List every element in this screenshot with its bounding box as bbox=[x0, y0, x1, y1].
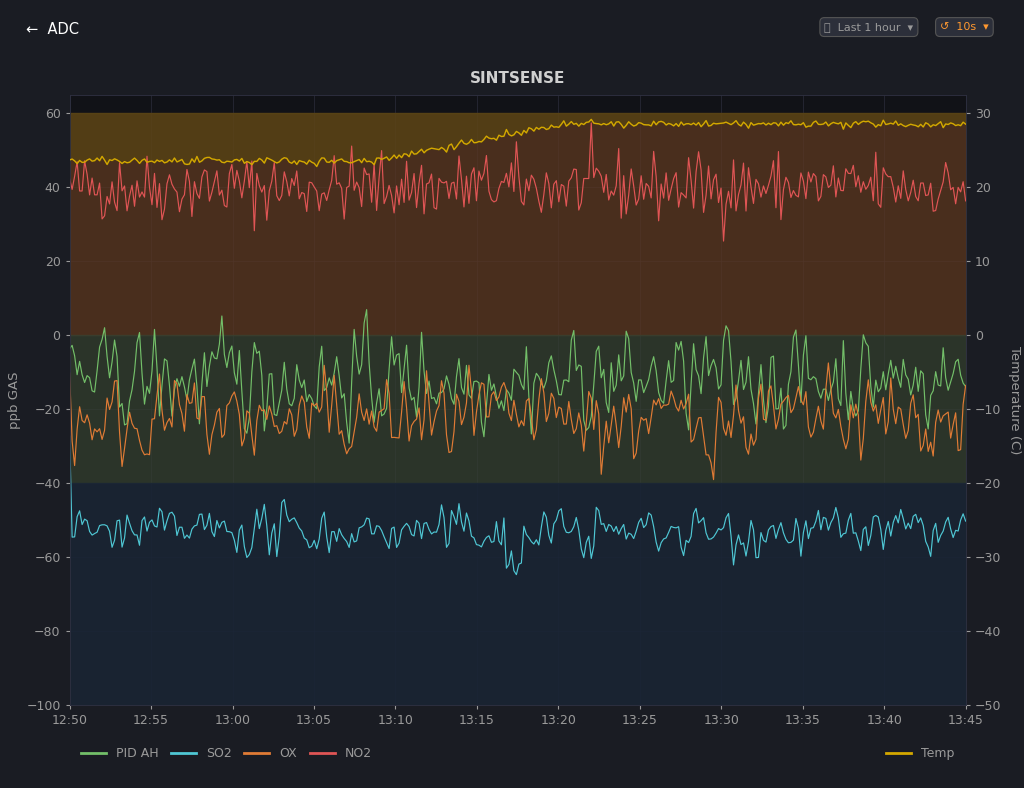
Text: ←  ADC: ← ADC bbox=[26, 22, 79, 37]
Y-axis label: Temperature (C): Temperature (C) bbox=[1008, 346, 1021, 454]
Y-axis label: ppb GAS: ppb GAS bbox=[7, 371, 20, 429]
Text: ↺  10s  ▾: ↺ 10s ▾ bbox=[940, 22, 989, 32]
Title: SINTSENSE: SINTSENSE bbox=[470, 72, 565, 87]
Text: ⌛  Last 1 hour  ▾: ⌛ Last 1 hour ▾ bbox=[824, 22, 913, 32]
Legend: Temp: Temp bbox=[881, 742, 959, 765]
